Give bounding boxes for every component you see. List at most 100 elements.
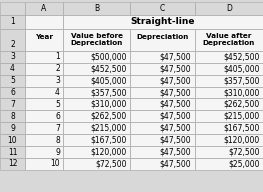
Text: $310,000: $310,000 — [224, 88, 260, 97]
Text: 1: 1 — [55, 52, 60, 61]
Bar — [63, 29, 130, 51]
Text: Value before
Depreciation: Value before Depreciation — [70, 33, 123, 46]
Bar — [63, 29, 130, 51]
Text: Year: Year — [35, 34, 53, 40]
Bar — [25, 122, 63, 134]
Bar — [195, 29, 263, 51]
Bar — [25, 98, 63, 110]
Bar — [63, 87, 130, 98]
Bar — [195, 110, 263, 122]
Bar — [25, 29, 63, 51]
Bar — [195, 2, 263, 15]
Bar — [195, 98, 263, 110]
Bar — [0, 29, 25, 51]
Bar — [25, 122, 63, 134]
Text: $262,500: $262,500 — [91, 112, 127, 121]
Bar — [0, 75, 25, 87]
Text: $47,500: $47,500 — [160, 148, 191, 156]
Bar — [0, 15, 25, 29]
Bar — [63, 146, 130, 158]
Text: $25,000: $25,000 — [228, 160, 260, 168]
Bar — [63, 134, 130, 146]
Bar — [25, 2, 63, 15]
Text: $47,500: $47,500 — [160, 76, 191, 85]
Bar — [63, 110, 130, 122]
Bar — [25, 110, 63, 122]
Bar — [130, 134, 195, 146]
Bar — [195, 98, 263, 110]
Bar — [130, 122, 195, 134]
Bar — [63, 110, 130, 122]
Text: $405,000: $405,000 — [223, 64, 260, 73]
Bar — [0, 87, 25, 98]
Bar — [0, 158, 25, 170]
Bar — [63, 51, 130, 63]
Text: 7: 7 — [55, 124, 60, 133]
Bar — [130, 146, 195, 158]
Bar — [0, 2, 25, 15]
Bar — [63, 158, 130, 170]
Bar — [0, 134, 25, 146]
Bar — [25, 15, 63, 29]
Text: $47,500: $47,500 — [160, 160, 191, 168]
Bar — [0, 75, 25, 87]
Text: 5: 5 — [55, 100, 60, 109]
Bar — [25, 98, 63, 110]
Bar — [130, 134, 195, 146]
Bar — [0, 110, 25, 122]
Bar — [25, 87, 63, 98]
Bar — [130, 75, 195, 87]
Bar — [0, 146, 25, 158]
Bar — [195, 122, 263, 134]
Text: D: D — [226, 4, 232, 13]
Bar — [195, 75, 263, 87]
Bar — [130, 87, 195, 98]
Bar — [63, 158, 130, 170]
Text: Value after
Depreciation: Value after Depreciation — [203, 33, 255, 46]
Bar — [63, 146, 130, 158]
Bar — [25, 15, 63, 29]
Text: Depreciation: Depreciation — [136, 34, 189, 40]
Bar — [195, 51, 263, 63]
Bar — [195, 51, 263, 63]
Bar — [130, 110, 195, 122]
Bar — [63, 134, 130, 146]
Bar — [63, 63, 130, 75]
Bar — [195, 134, 263, 146]
Bar — [130, 158, 195, 170]
Text: $215,000: $215,000 — [224, 112, 260, 121]
Bar — [0, 15, 25, 29]
Text: 5: 5 — [10, 76, 15, 85]
Text: $120,000: $120,000 — [224, 136, 260, 145]
Bar — [25, 134, 63, 146]
Bar — [130, 98, 195, 110]
Bar — [25, 29, 63, 51]
Bar — [63, 98, 130, 110]
Text: 3: 3 — [55, 76, 60, 85]
Bar — [195, 87, 263, 98]
Bar — [130, 63, 195, 75]
Text: $47,500: $47,500 — [160, 64, 191, 73]
Bar — [0, 63, 25, 75]
Bar — [0, 158, 25, 170]
Bar — [25, 2, 63, 15]
Bar — [0, 122, 25, 134]
Bar — [195, 146, 263, 158]
Text: 8: 8 — [55, 136, 60, 145]
Bar — [195, 87, 263, 98]
Bar — [0, 51, 25, 63]
Bar — [195, 158, 263, 170]
Text: $47,500: $47,500 — [160, 88, 191, 97]
Text: $47,500: $47,500 — [160, 136, 191, 145]
Text: $47,500: $47,500 — [160, 52, 191, 61]
Bar — [130, 87, 195, 98]
Bar — [25, 75, 63, 87]
Text: $357,500: $357,500 — [90, 88, 127, 97]
Bar — [130, 2, 195, 15]
Bar — [0, 146, 25, 158]
Bar — [195, 122, 263, 134]
Bar — [130, 2, 195, 15]
Bar — [0, 2, 25, 15]
Text: 1: 1 — [10, 17, 15, 26]
Bar — [0, 134, 25, 146]
